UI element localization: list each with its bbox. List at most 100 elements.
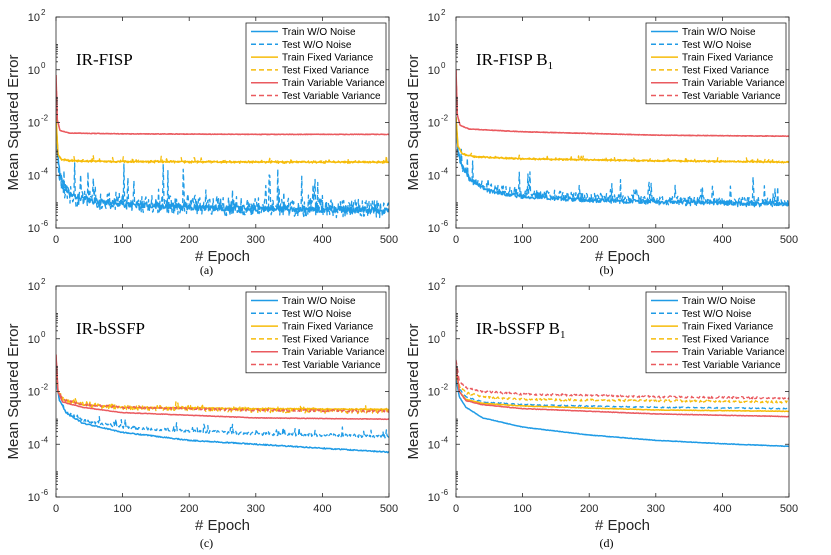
legend: Train W/O Noise Test W/O Noise Train Fixed… — [645, 291, 787, 374]
panel-label: (b) — [600, 263, 614, 277]
legend-entry: Test W/O Noise — [282, 309, 352, 320]
panel-title: IR-bSSFP — [76, 319, 145, 338]
panel-label: (a) — [200, 263, 213, 277]
y-tick-label: 10 — [428, 223, 440, 235]
y-tick-exponent: -2 — [441, 114, 449, 123]
series-line-6 — [56, 75, 389, 136]
x-tick-label: 300 — [647, 234, 665, 246]
y-tick-label: 10 — [28, 12, 40, 24]
x-tick-label: 300 — [247, 503, 265, 515]
y-tick-label: 10 — [428, 439, 440, 451]
legend: Train W/O Noise Test W/O Noise Train Fixed… — [245, 22, 387, 105]
y-tick-exponent: -4 — [441, 435, 449, 444]
series-line-3 — [456, 117, 789, 164]
y-tick-label: 10 — [428, 65, 440, 77]
legend-entry: Test Variable Variance — [282, 91, 381, 102]
series-line-1 — [456, 378, 789, 448]
series-line-4 — [456, 367, 789, 404]
y-tick-label: 10 — [428, 334, 440, 346]
legend-box — [245, 22, 387, 105]
series-line-2 — [456, 372, 789, 410]
legend-entry: Train W/O Noise — [282, 296, 356, 307]
y-tick-exponent: 2 — [441, 277, 446, 286]
series-line-6 — [456, 359, 789, 400]
panel-title-subscript: 1 — [548, 60, 554, 72]
legend: Train W/O Noise Test W/O Noise Train Fixed… — [645, 22, 787, 105]
x-axis-label: # Epoch — [595, 517, 650, 534]
x-tick-label: 300 — [247, 234, 265, 246]
x-tick-label: 500 — [380, 503, 398, 515]
x-tick-label: 200 — [580, 503, 598, 515]
y-tick-label: 10 — [428, 387, 440, 399]
series-line-2 — [56, 127, 389, 219]
panel-label: (c) — [200, 536, 213, 550]
y-tick-label: 10 — [428, 170, 440, 182]
x-tick-label: 400 — [313, 503, 331, 515]
legend-entry: Train W/O Noise — [282, 27, 356, 38]
x-tick-label: 500 — [780, 503, 798, 515]
legend-entry: Test Fixed Variance — [282, 65, 370, 76]
y-axis-label: Mean Squared Error — [405, 324, 422, 460]
panel-title-subscript: 1 — [560, 329, 566, 341]
series-line-1 — [56, 380, 389, 454]
legend-entry: Test Variable Variance — [282, 360, 381, 371]
y-tick-exponent: -6 — [41, 488, 49, 497]
legend: Train W/O Noise Test W/O Noise Train Fixed… — [245, 291, 387, 374]
y-tick-exponent: -6 — [441, 219, 449, 228]
legend-entry: Test W/O Noise — [282, 40, 352, 51]
series-line-4 — [56, 117, 389, 165]
series-line-2 — [456, 122, 789, 208]
legend-entry: Train Fixed Variance — [282, 53, 374, 64]
x-tick-label: 0 — [53, 503, 59, 515]
panel-title: IR-FISP B1 — [476, 50, 553, 72]
y-tick-exponent: -6 — [441, 488, 449, 497]
x-tick-label: 0 — [453, 503, 459, 515]
series-line-5 — [456, 365, 789, 418]
series-line-6 — [56, 354, 389, 413]
y-tick-label: 10 — [28, 170, 40, 182]
series-group — [56, 75, 389, 219]
y-axis-label: Mean Squared Error — [5, 324, 22, 460]
legend-entry: Test W/O Noise — [682, 40, 752, 51]
y-tick-exponent: -4 — [41, 435, 49, 444]
y-tick-exponent: -4 — [41, 166, 49, 175]
y-tick-label: 10 — [428, 492, 440, 504]
series-group — [456, 359, 789, 448]
series-line-1 — [456, 119, 789, 207]
x-tick-label: 0 — [453, 234, 459, 246]
x-axis-label: # Epoch — [595, 248, 650, 265]
x-tick-label: 100 — [113, 503, 131, 515]
y-tick-exponent: 0 — [441, 330, 446, 339]
y-tick-exponent: -2 — [41, 114, 49, 123]
legend-entry: Test Fixed Variance — [682, 334, 770, 345]
y-tick-label: 10 — [28, 65, 40, 77]
y-tick-label: 10 — [28, 387, 40, 399]
legend-entry: Test Fixed Variance — [682, 65, 770, 76]
x-axis-label: # Epoch — [195, 248, 250, 265]
legend-entry: Train Fixed Variance — [682, 322, 774, 333]
x-tick-label: 0 — [53, 234, 59, 246]
y-tick-label: 10 — [28, 281, 40, 293]
legend-entry: Train W/O Noise — [682, 27, 756, 38]
legend-entry: Train W/O Noise — [682, 296, 756, 307]
legend-entry: Test Fixed Variance — [282, 334, 370, 345]
x-tick-label: 500 — [780, 234, 798, 246]
legend-entry: Train Variable Variance — [282, 347, 385, 358]
series-line-3 — [456, 370, 789, 413]
legend-entry: Test W/O Noise — [682, 309, 752, 320]
legend-entry: Train Variable Variance — [682, 78, 785, 89]
x-tick-label: 500 — [380, 234, 398, 246]
x-tick-label: 100 — [513, 503, 531, 515]
y-tick-label: 10 — [28, 334, 40, 346]
x-tick-label: 400 — [713, 234, 731, 246]
x-axis-label: # Epoch — [195, 517, 250, 534]
y-tick-label: 10 — [28, 439, 40, 451]
y-tick-exponent: 0 — [441, 61, 446, 70]
series-line-4 — [456, 117, 789, 164]
y-tick-exponent: -6 — [41, 219, 49, 228]
y-tick-label: 10 — [428, 281, 440, 293]
y-tick-exponent: -4 — [441, 166, 449, 175]
